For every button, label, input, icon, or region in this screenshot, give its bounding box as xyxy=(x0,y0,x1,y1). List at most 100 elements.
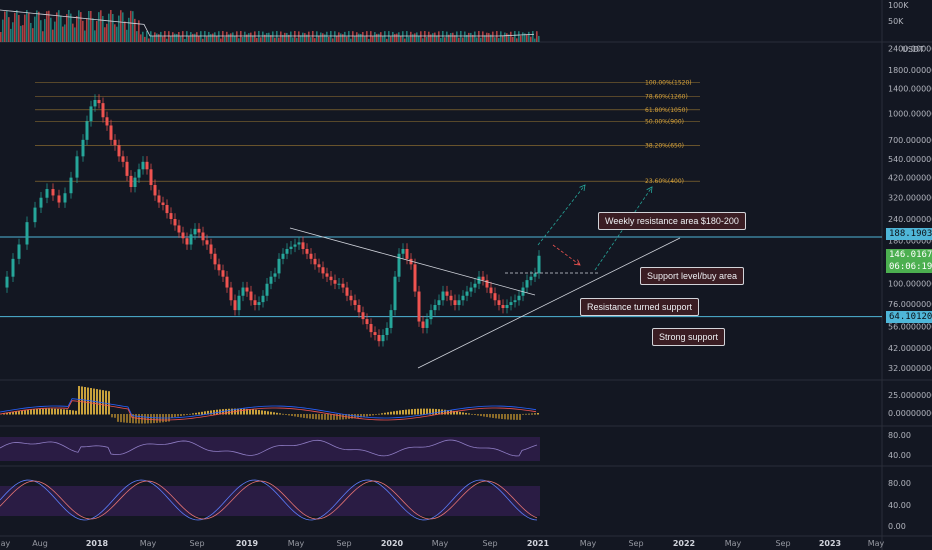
candle-body xyxy=(537,255,541,274)
volume-bar xyxy=(454,35,456,42)
volume-bar xyxy=(6,10,8,42)
candle-body xyxy=(165,205,169,214)
annotation-support-buy-area[interactable]: Support level/buy area xyxy=(640,267,745,285)
volume-bar xyxy=(152,35,154,42)
macd-histogram-bar xyxy=(510,414,512,420)
volume-bar xyxy=(282,35,284,42)
volume-bar xyxy=(288,34,290,42)
volume-bar xyxy=(450,33,452,42)
volume-bar xyxy=(470,32,472,42)
macd-histogram-bar xyxy=(0,414,2,415)
macd-histogram-bar xyxy=(225,408,227,415)
candle-body xyxy=(133,177,137,187)
volume-bar xyxy=(234,35,236,42)
candle-body xyxy=(497,300,501,306)
macd-histogram-bar xyxy=(420,408,422,415)
macd-histogram-bar xyxy=(270,411,272,415)
time-axis-label: 2020 xyxy=(381,539,404,548)
candle-body xyxy=(377,334,381,342)
candle-body xyxy=(349,295,353,301)
candle-body xyxy=(469,287,473,292)
currency-label: USDT xyxy=(902,45,924,54)
volume-bar xyxy=(60,15,62,43)
annotation-weekly-resistance[interactable]: Weekly resistance area $180-200 xyxy=(598,212,746,230)
macd-histogram-bar xyxy=(519,414,521,420)
volume-bar xyxy=(270,35,272,42)
volume-bar xyxy=(196,32,198,42)
macd-histogram-bar xyxy=(417,408,419,415)
volume-bar xyxy=(244,31,246,42)
price-tick-label: 420.00000000 xyxy=(888,174,932,183)
volume-bar xyxy=(230,33,232,42)
volume-bar xyxy=(500,31,502,42)
volume-bar xyxy=(512,36,514,42)
volume-bar xyxy=(148,38,150,42)
volume-bar xyxy=(346,36,348,42)
volume-bar xyxy=(290,31,292,42)
volume-bar xyxy=(212,33,214,42)
candle-body xyxy=(333,280,337,284)
candle-body xyxy=(201,232,205,241)
volume-bar xyxy=(70,13,72,43)
volume-bar xyxy=(432,33,434,42)
volume-bar xyxy=(190,32,192,42)
volume-bar xyxy=(48,10,50,43)
candle-body xyxy=(433,305,437,311)
time-axis-label: Sep xyxy=(628,539,643,548)
macd-histogram-bar xyxy=(360,414,362,418)
volume-bar xyxy=(526,34,528,42)
volume-bar xyxy=(238,38,240,42)
volume-bar xyxy=(460,31,462,42)
candle-body xyxy=(489,287,493,294)
volume-bar xyxy=(418,35,420,42)
macd-histogram-bar xyxy=(291,414,293,416)
volume-bar xyxy=(166,38,168,42)
volume-bar xyxy=(120,10,122,42)
macd-histogram-bar xyxy=(207,410,209,415)
time-axis-label: May xyxy=(725,539,742,548)
volume-bar xyxy=(536,31,538,42)
annotation-resistance-turned-support[interactable]: Resistance turned support xyxy=(580,298,700,316)
candle-body xyxy=(525,280,529,288)
volume-bar xyxy=(28,13,30,42)
price-tick-label: 700.00000000 xyxy=(888,136,932,145)
volume-bar xyxy=(210,34,212,42)
volume-bar xyxy=(506,33,508,42)
annotation-strong-support[interactable]: Strong support xyxy=(652,328,726,346)
volume-bar xyxy=(458,37,460,42)
volume-bar xyxy=(466,34,468,42)
macd-histogram-bar xyxy=(273,412,275,415)
candle-body xyxy=(169,213,173,219)
price-tick-label: 240.00000000 xyxy=(888,215,932,224)
volume-bar xyxy=(522,32,524,42)
price-tick-label: 320.00000000 xyxy=(888,194,932,203)
volume-bar xyxy=(376,33,378,42)
time-axis-label: Sep xyxy=(775,539,790,548)
candle-body xyxy=(285,248,289,254)
candle-body xyxy=(153,185,157,196)
volume-bar xyxy=(284,32,286,42)
volume-bar xyxy=(16,10,18,43)
volume-bar xyxy=(312,31,314,42)
price-tick-label: 540.00000000 xyxy=(888,155,932,164)
volume-bar xyxy=(264,34,266,42)
macd-histogram-bar xyxy=(246,408,248,415)
macd-histogram-bar xyxy=(378,413,380,415)
macd-histogram-bar xyxy=(72,410,74,415)
volume-bar xyxy=(172,32,174,42)
candle-body xyxy=(117,145,121,157)
volume-bar xyxy=(490,34,492,42)
macd-histogram-bar xyxy=(81,386,83,415)
macd-histogram-bar xyxy=(480,414,482,417)
candle-body xyxy=(365,319,369,325)
time-axis-label: 2019 xyxy=(236,539,259,548)
candle-body xyxy=(313,258,317,265)
volume-bar xyxy=(274,37,276,42)
candle-body xyxy=(289,246,293,249)
macd-histogram-bar xyxy=(495,414,497,419)
volume-bar xyxy=(258,31,260,42)
volume-bar xyxy=(316,31,318,42)
candle-body xyxy=(317,264,321,268)
volume-bar xyxy=(52,29,54,42)
